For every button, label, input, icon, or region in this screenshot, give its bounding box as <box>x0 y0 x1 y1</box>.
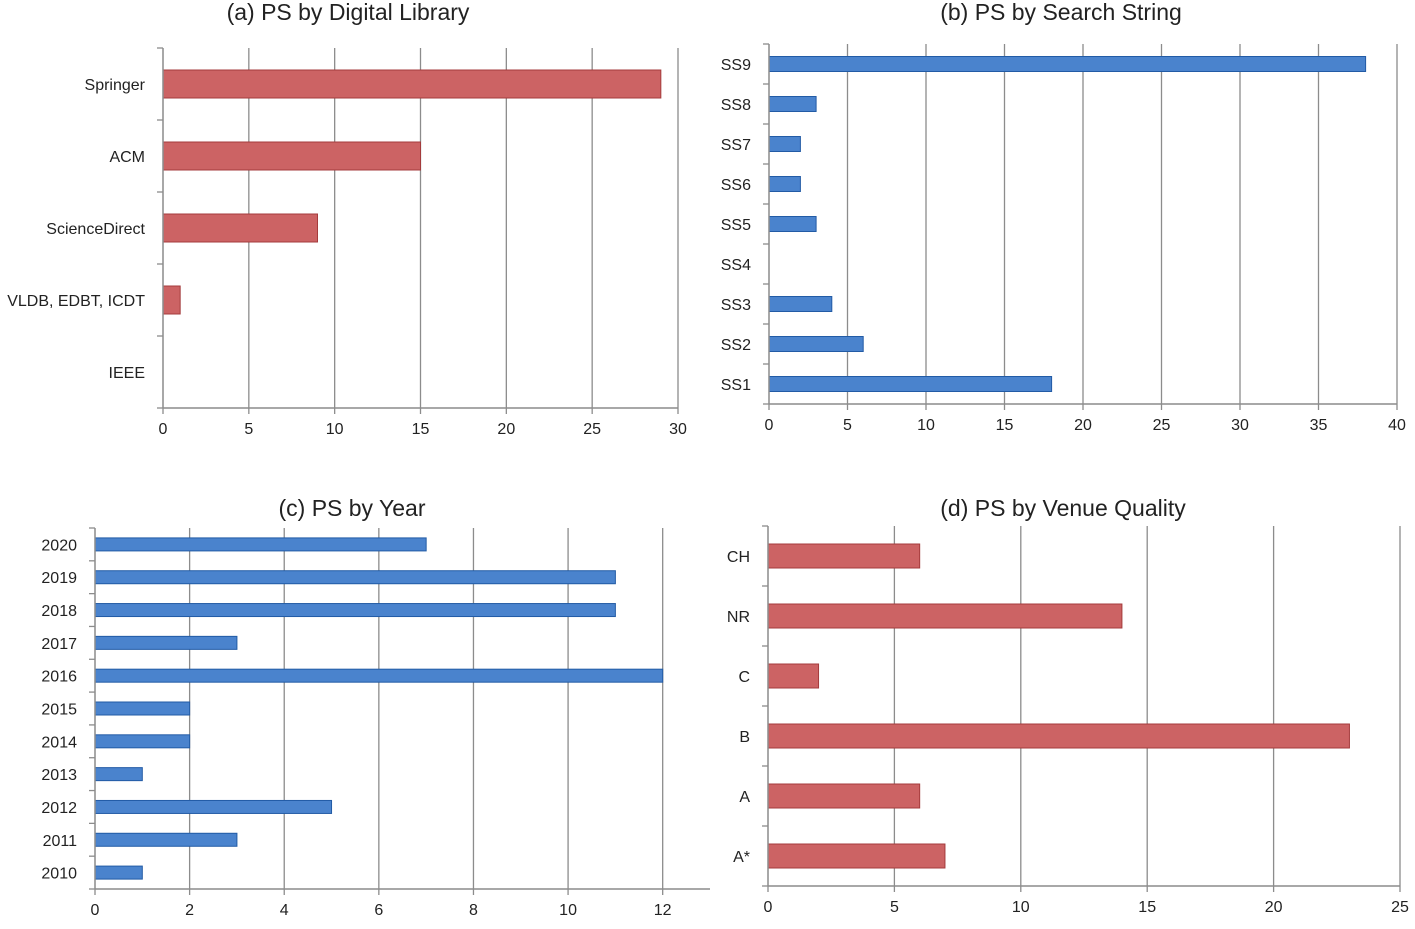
category-label: ACM <box>109 149 145 166</box>
x-tick-label: 5 <box>843 417 852 434</box>
bar-2016 <box>94 668 664 683</box>
category-label: SS8 <box>721 97 751 114</box>
x-tick-label: 0 <box>765 417 774 434</box>
category-label: IEEE <box>109 365 145 382</box>
category-label: 2019 <box>41 570 77 587</box>
x-tick-label: 25 <box>583 421 601 438</box>
category-label: SS3 <box>721 297 751 314</box>
x-tick-label: 25 <box>1153 417 1171 434</box>
category-label: SS7 <box>721 137 751 154</box>
x-tick-label: 15 <box>1138 899 1156 916</box>
category-label: SS9 <box>721 57 751 74</box>
category-label: SS2 <box>721 337 751 354</box>
category-label: SS6 <box>721 177 751 194</box>
category-label: C <box>738 669 750 686</box>
category-label: 2015 <box>41 702 77 719</box>
chart-1: (b) PS by Search String 0 5 10 15 20 25 30 35 40 S… <box>721 0 1406 434</box>
bar-a <box>767 783 921 809</box>
bar-vldb-edbt-icdt <box>162 285 181 315</box>
x-tick-label: 5 <box>890 899 899 916</box>
bar-c <box>767 663 820 689</box>
bar-2019 <box>94 570 616 585</box>
bar-2012 <box>94 799 333 814</box>
bar-b <box>767 723 1350 749</box>
x-tick-label: 5 <box>244 421 253 438</box>
bar-2020 <box>94 537 427 552</box>
chart-title: (a) PS by Digital Library <box>227 0 470 25</box>
x-tick-label: 35 <box>1310 417 1328 434</box>
category-label: SS1 <box>721 377 751 394</box>
category-label: Springer <box>85 77 146 94</box>
bar-2010 <box>94 865 143 880</box>
category-label: A* <box>733 849 750 866</box>
category-label: 2012 <box>41 800 77 817</box>
bar-springer <box>162 69 662 99</box>
x-tick-label: 40 <box>1388 417 1406 434</box>
bar-ss3 <box>768 296 833 312</box>
category-label: CH <box>727 549 750 566</box>
x-tick-label: 15 <box>996 417 1014 434</box>
x-tick-label: 30 <box>669 421 687 438</box>
x-tick-label: 20 <box>1265 899 1283 916</box>
chart-0: (a) PS by Digital Library 0 5 10 15 20 25 30 Spr… <box>7 0 687 438</box>
bar-2017 <box>94 635 238 650</box>
bar-ss7 <box>768 136 801 152</box>
chart-title: (c) PS by Year <box>278 495 425 521</box>
x-tick-label: 6 <box>374 902 383 919</box>
chart-2: (c) PS by Year 0 2 4 6 8 10 12 2020 2019 2018 2017 2… <box>41 495 710 919</box>
bar-ss5 <box>768 216 817 232</box>
bar-2018 <box>94 603 616 618</box>
x-tick-label: 15 <box>412 421 430 438</box>
category-label: 2010 <box>41 866 77 883</box>
bar-ss9 <box>768 56 1367 72</box>
category-label: 2017 <box>41 636 77 653</box>
x-tick-label: 0 <box>91 902 100 919</box>
bar-a- <box>767 843 946 869</box>
bar-sciencedirect <box>162 213 318 243</box>
x-tick-label: 20 <box>497 421 515 438</box>
x-tick-label: 8 <box>469 902 478 919</box>
category-label: 2014 <box>41 734 77 751</box>
category-label: SS5 <box>721 217 751 234</box>
chart-3: (d) PS by Venue Quality 0 5 10 15 20 25 CH NR C B A… <box>727 495 1409 916</box>
bar-ch <box>767 543 921 569</box>
bar-ss6 <box>768 176 801 192</box>
x-tick-label: 10 <box>1012 899 1030 916</box>
bar-2015 <box>94 701 191 716</box>
x-tick-label: 10 <box>326 421 344 438</box>
x-tick-label: 2 <box>185 902 194 919</box>
chart-title: (b) PS by Search String <box>940 0 1182 25</box>
bar-2014 <box>94 734 191 749</box>
bar-acm <box>162 141 421 171</box>
x-tick-label: 10 <box>917 417 935 434</box>
x-tick-label: 25 <box>1391 899 1409 916</box>
category-label: A <box>739 789 750 806</box>
category-label: B <box>739 729 750 746</box>
category-label: 2011 <box>43 833 78 850</box>
x-tick-label: 30 <box>1231 417 1249 434</box>
bar-ss2 <box>768 336 864 352</box>
category-label: NR <box>727 609 750 626</box>
bar-2013 <box>94 767 143 782</box>
x-tick-label: 4 <box>280 902 289 919</box>
bar-nr <box>767 603 1123 629</box>
bar-ss8 <box>768 96 817 112</box>
bar-ss1 <box>768 376 1053 392</box>
category-label: 2018 <box>41 603 77 620</box>
category-label: ScienceDirect <box>46 221 145 238</box>
category-label: VLDB, EDBT, ICDT <box>7 293 145 310</box>
chart-title: (d) PS by Venue Quality <box>940 495 1186 521</box>
category-label: 2020 <box>41 537 77 554</box>
x-tick-label: 12 <box>654 902 672 919</box>
x-tick-label: 10 <box>559 902 577 919</box>
x-tick-label: 0 <box>159 421 168 438</box>
category-label: SS4 <box>721 257 751 274</box>
x-tick-label: 0 <box>764 899 773 916</box>
category-label: 2013 <box>41 767 77 784</box>
bar-2011 <box>94 832 238 847</box>
x-tick-label: 20 <box>1074 417 1092 434</box>
category-label: 2016 <box>41 669 77 686</box>
